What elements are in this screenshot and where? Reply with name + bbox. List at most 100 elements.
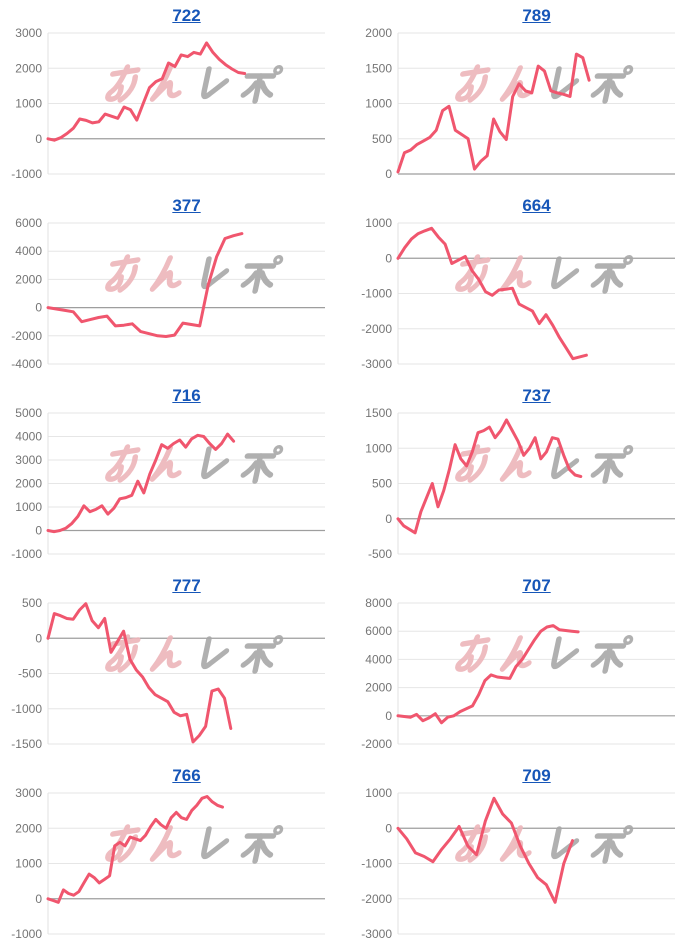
- data-line: [46, 232, 244, 338]
- chart-title: 737: [373, 386, 700, 406]
- chart-title-link[interactable]: 777: [172, 576, 201, 595]
- y-tick-label: 2000: [15, 61, 42, 75]
- chart-cell-722: 722 3000 2000 1000 0 -1000: [0, 0, 350, 190]
- chart-canvas: 8000 6000 4000 2000 0 -2000: [361, 596, 675, 751]
- watermark-glyph: [551, 446, 580, 480]
- y-tick-label: -2000: [361, 322, 392, 336]
- y-tick-label: -4000: [11, 357, 42, 371]
- y-tick-label: 0: [385, 251, 392, 265]
- watermark-glyph: [149, 255, 182, 292]
- watermark-glyph: [201, 446, 230, 480]
- watermark-glyph: [149, 65, 182, 102]
- watermark-glyph: [105, 254, 141, 293]
- chart-canvas: 3000 2000 1000 0 -1000: [11, 786, 325, 941]
- y-tick-label: 0: [35, 524, 42, 538]
- watermark-glyph: [105, 64, 141, 103]
- y-tick-label: 8000: [365, 596, 392, 610]
- chart-title: 777: [23, 576, 350, 596]
- chart-canvas: 500 0 -500 -1000 -1500: [11, 596, 325, 751]
- y-tick-label: -2000: [11, 329, 42, 343]
- chart-title-link[interactable]: 377: [172, 196, 201, 215]
- chart-cell-777: 777 500 0 -500 -1000 -1500: [0, 570, 350, 760]
- y-tick-label: 0: [385, 512, 392, 526]
- y-tick-label: 1000: [365, 216, 392, 230]
- y-tick-label: -1000: [11, 927, 42, 941]
- chart-cell-709: 709 1000 0 -1000 -2000 -3000: [350, 760, 700, 950]
- y-tick-label: 2000: [15, 821, 42, 835]
- watermark-glyph: [240, 445, 284, 484]
- chart-title-link[interactable]: 709: [522, 766, 551, 785]
- chart-cell-789: 789 2000 1500 1000 500 0: [350, 0, 700, 190]
- y-tick-label: -1000: [361, 857, 392, 871]
- y-tick-label: 0: [35, 631, 42, 645]
- watermark-glyph: [590, 635, 634, 674]
- y-tick-label: 0: [35, 132, 42, 146]
- y-tick-label: 4000: [15, 244, 42, 258]
- y-tick-label: 2000: [15, 272, 42, 286]
- watermark-glyph: [149, 825, 182, 862]
- watermark-glyph: [240, 255, 284, 294]
- watermark-glyph: [499, 635, 532, 672]
- chart-canvas: 6000 4000 2000 0 -2000 -4000: [11, 216, 325, 371]
- y-tick-label: -1000: [11, 167, 42, 181]
- chart-canvas: 1000 0 -1000 -2000 -3000: [361, 216, 675, 371]
- chart-title-link[interactable]: 737: [522, 386, 551, 405]
- y-tick-label: 500: [372, 477, 392, 491]
- chart-title-link[interactable]: 716: [172, 386, 201, 405]
- y-tick-label: -2000: [361, 737, 392, 751]
- y-tick-label: -3000: [361, 357, 392, 371]
- y-tick-label: -1500: [11, 737, 42, 751]
- minrepo-watermark: [105, 254, 284, 294]
- chart-title-link[interactable]: 707: [522, 576, 551, 595]
- data-line: [396, 52, 591, 174]
- y-tick-label: -1000: [361, 287, 392, 301]
- watermark-glyph: [590, 445, 634, 484]
- watermark-glyph: [149, 445, 182, 482]
- y-tick-label: -2000: [361, 892, 392, 906]
- data-line: [396, 226, 588, 361]
- chart-title-link[interactable]: 789: [522, 6, 551, 25]
- chart-cell-766: 766 3000 2000 1000 0 -1000: [0, 760, 350, 950]
- y-tick-label: 1000: [15, 857, 42, 871]
- watermark-glyph: [455, 634, 491, 673]
- data-line: [396, 796, 574, 904]
- y-tick-label: 500: [372, 132, 392, 146]
- chart-title: 664: [373, 196, 700, 216]
- minrepo-watermark: [455, 64, 634, 104]
- y-tick-label: 6000: [365, 624, 392, 638]
- chart-title-link[interactable]: 664: [522, 196, 551, 215]
- minrepo-watermark: [105, 444, 284, 484]
- watermark-glyph: [551, 826, 580, 860]
- chart-canvas: 1000 0 -1000 -2000 -3000: [361, 786, 675, 941]
- y-tick-label: 1000: [365, 786, 392, 800]
- chart-cell-664: 664 1000 0 -1000 -2000 -3000: [350, 190, 700, 380]
- watermark-glyph: [551, 636, 580, 670]
- chart-title-link[interactable]: 722: [172, 6, 201, 25]
- y-tick-label: 3000: [15, 786, 42, 800]
- data-line: [46, 602, 233, 744]
- y-tick-label: 0: [35, 301, 42, 315]
- chart-title-link[interactable]: 766: [172, 766, 201, 785]
- watermark-glyph: [590, 65, 634, 104]
- watermark-glyph: [590, 255, 634, 294]
- data-line: [46, 795, 224, 904]
- chart-canvas: 5000 4000 3000 2000 1000 0 -1000: [11, 406, 325, 561]
- y-tick-label: 0: [385, 821, 392, 835]
- watermark-glyph: [240, 65, 284, 104]
- y-tick-label: 4000: [365, 652, 392, 666]
- watermark-glyph: [201, 66, 230, 100]
- chart-title: 709: [373, 766, 700, 786]
- watermark-glyph: [201, 826, 230, 860]
- y-tick-label: 1000: [365, 97, 392, 111]
- chart-canvas: 1500 1000 500 0 -500: [365, 406, 675, 561]
- data-line: [396, 418, 583, 535]
- chart-title: 722: [23, 6, 350, 26]
- chart-canvas: 3000 2000 1000 0 -1000: [11, 26, 325, 181]
- watermark-glyph: [105, 444, 141, 483]
- watermark-glyph: [455, 444, 491, 483]
- chart-title: 766: [23, 766, 350, 786]
- watermark-glyph: [149, 635, 182, 672]
- y-tick-label: 6000: [15, 216, 42, 230]
- y-tick-label: -1000: [11, 702, 42, 716]
